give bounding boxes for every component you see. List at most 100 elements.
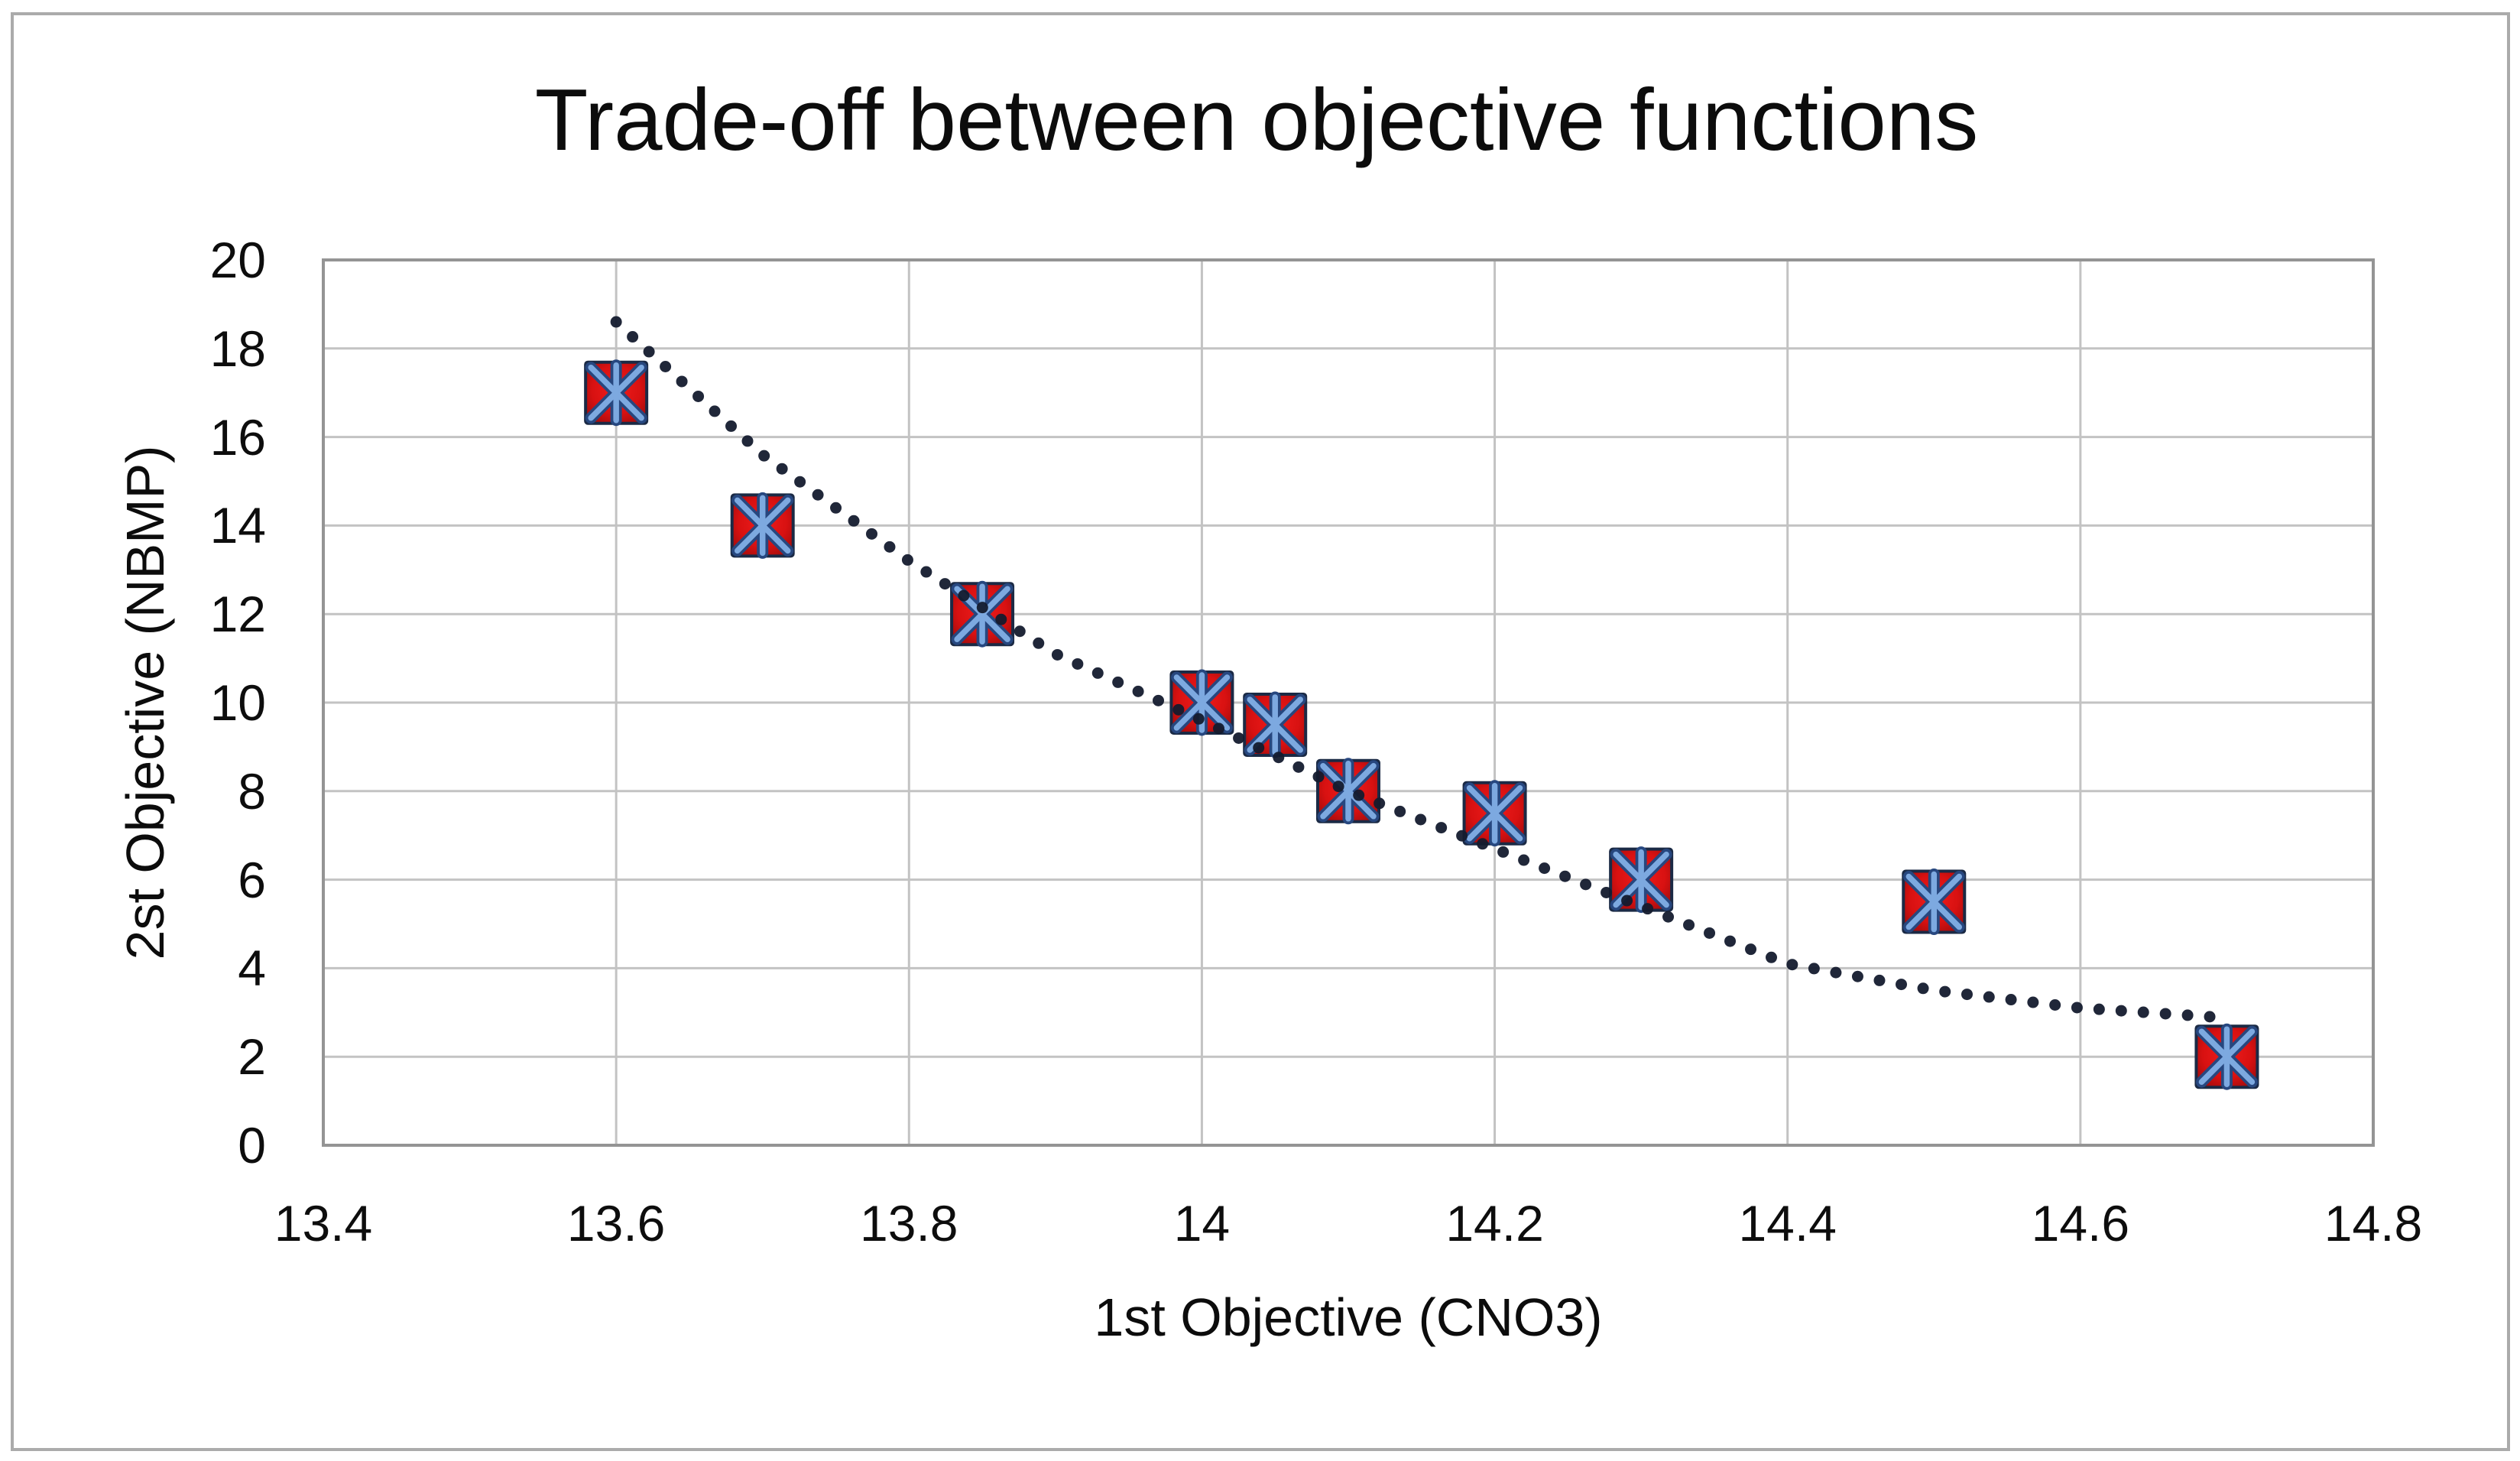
x-tick-label: 13.8 — [860, 1195, 958, 1252]
trendline-dot — [2181, 1009, 2194, 1021]
y-tick-label: 12 — [209, 586, 266, 643]
trendline-dot — [1642, 903, 1654, 915]
trendline-dot — [830, 502, 842, 514]
trendline-dot — [1559, 870, 1571, 882]
trendline-dot — [1939, 985, 1951, 998]
trendline-dot — [1091, 667, 1104, 679]
trendline-dot — [2071, 1002, 2083, 1014]
trendline-dot — [1539, 862, 1551, 875]
trendline-dot — [1808, 963, 1820, 975]
y-tick-label: 4 — [238, 940, 266, 997]
trendline-dot — [676, 375, 688, 388]
y-tick-label: 20 — [209, 232, 266, 288]
x-axis-title: 1st Objective (CNO3) — [1094, 1287, 1603, 1347]
trendline-dot — [741, 435, 754, 447]
trendline-dot — [725, 420, 738, 432]
trendline-dot — [958, 589, 970, 602]
trendline-dot — [1233, 732, 1245, 744]
trendline-dot — [692, 390, 705, 402]
data-point-marker — [1169, 669, 1234, 736]
trendline-dot — [1435, 822, 1448, 834]
trendline-dot — [901, 554, 913, 566]
trendline-dot — [1580, 878, 1592, 891]
trendline-dot — [709, 405, 721, 417]
x-tick-label: 13.6 — [566, 1195, 666, 1252]
y-axis-title: 2st Objective (NBMP) — [115, 445, 175, 960]
trendline-dot — [1312, 771, 1325, 783]
y-tick-label: 0 — [238, 1117, 266, 1174]
data-point-marker — [1243, 691, 1308, 758]
trendline-dot — [758, 450, 770, 462]
data-point-marker — [1902, 868, 1967, 936]
trendline-dot — [866, 528, 878, 540]
trendline-dot — [1724, 935, 1737, 947]
trendline-dot — [884, 541, 896, 553]
y-tick-label: 14 — [209, 497, 266, 554]
trendline-dot — [643, 346, 655, 358]
trendline-dot — [1172, 703, 1185, 716]
trendline-dot — [1497, 846, 1510, 858]
x-tick-label: 14.4 — [1738, 1195, 1837, 1252]
trendline-dot — [776, 463, 788, 475]
data-point-marker — [2194, 1023, 2259, 1090]
trendline-dot — [1961, 989, 1973, 1001]
trendline-dot — [1745, 943, 1757, 956]
trendline-dot — [1033, 637, 1045, 649]
trendline-dot — [1292, 761, 1305, 773]
x-tick-label: 14.8 — [2324, 1195, 2423, 1252]
x-tick-label: 14.6 — [2031, 1195, 2130, 1252]
y-tick-label: 10 — [209, 674, 266, 731]
data-point-marker — [730, 492, 795, 559]
trendline-dot — [1766, 951, 1778, 963]
trendline-dot — [1896, 979, 1908, 991]
trendline-dot — [1830, 966, 1842, 979]
y-tick-label: 8 — [238, 762, 266, 820]
trendline-dot — [1621, 894, 1633, 907]
trendline-dot — [2005, 994, 2017, 1006]
trendline-dot — [1873, 974, 1886, 986]
trendline-dot — [1253, 742, 1265, 754]
trendline-dot — [1917, 982, 1929, 995]
trendline-dot — [2093, 1003, 2105, 1015]
trendline-dot — [2159, 1008, 2171, 1020]
trendline-dot — [1153, 694, 1165, 706]
trendline-dot — [1112, 676, 1124, 688]
trendline-dot — [1212, 722, 1224, 735]
trendline-dot — [1704, 927, 1716, 939]
trendline-dot — [812, 489, 824, 501]
x-tick-label: 14.2 — [1445, 1195, 1544, 1252]
x-tick-label: 13.4 — [274, 1195, 373, 1252]
trendline-dot — [1051, 648, 1063, 661]
trendline-dot — [2115, 1005, 2127, 1017]
trendline-dot — [1786, 959, 1798, 971]
trendline-dot — [660, 360, 672, 372]
x-tick-label: 14 — [1173, 1195, 1231, 1252]
trendline-dot — [1192, 713, 1205, 725]
y-tick-label: 18 — [209, 320, 266, 377]
trendline-dot — [1273, 752, 1285, 764]
trendline-dot — [1983, 991, 1995, 1003]
trendline-dot — [2049, 998, 2061, 1011]
trendline-dot — [1415, 813, 1427, 826]
trendline-dot — [1353, 789, 1365, 801]
plot-border — [322, 258, 2375, 1147]
y-tick-label: 6 — [238, 851, 266, 908]
trendline-dot — [610, 316, 622, 328]
y-tick-label: 2 — [238, 1028, 266, 1086]
trendline-dot — [1518, 854, 1530, 866]
trendline-dot — [995, 613, 1007, 625]
trendline-dot — [1477, 838, 1489, 850]
trendline-dot — [1456, 830, 1468, 842]
trendline-dot — [920, 566, 932, 578]
data-point-marker — [584, 359, 649, 427]
data-point-marker — [1462, 780, 1527, 847]
trendline-dot — [2027, 996, 2039, 1008]
trendline-dot — [1014, 625, 1026, 638]
trendline-dot — [1394, 805, 1406, 817]
y-tick-label: 16 — [209, 408, 266, 466]
data-point-marker — [1316, 758, 1380, 825]
trendline-dot — [976, 602, 988, 614]
trendline-dot — [1374, 797, 1386, 810]
trendline-dot — [1662, 911, 1675, 923]
